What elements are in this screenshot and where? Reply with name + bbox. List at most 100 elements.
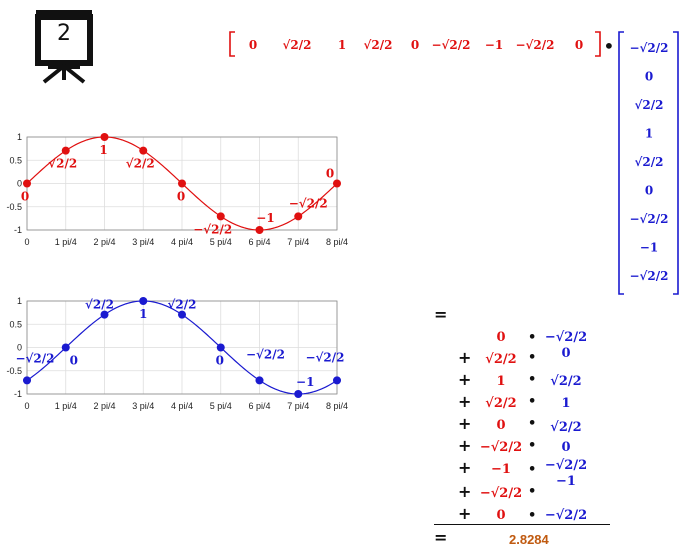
dot-operator: • [528, 416, 537, 431]
data-point [333, 179, 341, 188]
column-vector-entry: 1 [645, 127, 653, 141]
data-point [100, 310, 109, 319]
dot-operator: • [528, 372, 537, 387]
plus-sign: + [458, 458, 472, 477]
data-point-label: √2/2 [85, 298, 114, 312]
x-tick-label: 7 pi/4 [287, 401, 309, 411]
plus-sign: + [458, 504, 472, 523]
row-vector-entry: √2/2 [364, 38, 393, 52]
x-tick-label: 7 pi/4 [287, 237, 309, 247]
data-point-label: −√2/2 [305, 350, 344, 364]
product-term-a: √2/2 [485, 396, 517, 411]
plus-sign: + [458, 482, 472, 501]
data-point [294, 212, 303, 221]
column-vector-entry: −√2/2 [629, 212, 668, 226]
product-term-b: √2/2 [550, 420, 582, 435]
dot-product-result: 2.8284 [509, 532, 549, 547]
data-point-label: −√2/2 [193, 222, 232, 236]
data-point [216, 343, 225, 352]
product-term-a: −√2/2 [479, 486, 523, 501]
slide-number: 2 [57, 21, 71, 46]
x-tick-label: 1 pi/4 [55, 237, 77, 247]
presentation-board-icon: 2 [28, 8, 100, 84]
product-term-b: −√2/2 [544, 458, 588, 473]
y-tick-label: -0.5 [6, 366, 22, 376]
y-tick-label: 1 [17, 132, 22, 142]
data-point [139, 297, 148, 305]
product-term-b: 0 [561, 346, 571, 361]
plus-sign: + [458, 348, 472, 367]
plus-sign: + [458, 414, 472, 433]
data-point-label: 1 [99, 143, 107, 157]
product-term-b: 0 [561, 440, 571, 455]
product-term-a: 0 [496, 330, 506, 345]
x-tick-label: 8 pi/4 [326, 237, 348, 247]
product-term-b: √2/2 [550, 374, 582, 389]
data-point [61, 343, 70, 352]
data-point [23, 376, 31, 385]
product-term-a: 0 [496, 418, 506, 433]
product-term-a: −1 [491, 462, 511, 477]
plus-sign: + [458, 370, 472, 389]
data-point [333, 376, 341, 385]
x-tick-label: 3 pi/4 [132, 401, 154, 411]
data-point-label: −√2/2 [15, 351, 54, 365]
y-tick-label: -1 [14, 225, 22, 235]
y-tick-label: 0 [17, 179, 22, 189]
dot-operator: • [528, 484, 537, 499]
column-vector-entry: √2/2 [635, 98, 664, 112]
x-tick-label: 1 pi/4 [55, 401, 77, 411]
x-tick-label: 0 [24, 237, 29, 247]
data-point-label: 0 [70, 354, 78, 368]
data-point [61, 146, 70, 155]
x-tick-label: 5 pi/4 [210, 237, 232, 247]
row-vector-entry: 1 [338, 38, 346, 52]
y-tick-label: 0.5 [9, 319, 22, 329]
y-tick-label: -1 [14, 389, 22, 399]
data-point-label: −√2/2 [246, 347, 285, 361]
dot-operator: • [528, 462, 537, 477]
row-vector-entry: −1 [485, 38, 503, 52]
column-vector-entry: −√2/2 [629, 41, 668, 55]
product-term-a: 0 [496, 508, 506, 523]
x-tick-label: 5 pi/4 [210, 401, 232, 411]
data-point [23, 179, 31, 188]
dot-operator: • [603, 34, 615, 58]
column-vector-entry: 0 [645, 70, 653, 84]
row-vector-entry: −√2/2 [515, 38, 554, 52]
red-wave-chart: 0 1 pi/4 2 pi/4 3 pi/4 4 pi/4 5 pi/4 6 pi/4 7 p… [6, 132, 348, 247]
row-vector-entry: 0 [249, 38, 257, 52]
data-point-label: √2/2 [48, 157, 77, 171]
y-tick-label: 0 [17, 343, 22, 353]
dot-operator: • [528, 330, 537, 345]
row-vector-entry: 0 [411, 38, 419, 52]
x-tick-label: 4 pi/4 [171, 237, 193, 247]
data-point [100, 133, 109, 141]
data-point [216, 212, 225, 221]
sum-rule [434, 524, 610, 525]
data-point-label: 0 [326, 167, 334, 181]
x-tick-label: 0 [24, 401, 29, 411]
data-point-label: √2/2 [126, 157, 155, 171]
product-term-b: −√2/2 [544, 330, 588, 345]
x-tick-label: 2 pi/4 [93, 401, 115, 411]
dot-operator: • [528, 394, 537, 409]
y-tick-label: 1 [17, 296, 22, 306]
data-point-label: −1 [256, 211, 274, 225]
equals-sign-bottom: = [434, 528, 448, 547]
blue-wave-chart: 0 1 pi/4 2 pi/4 3 pi/4 4 pi/4 5 pi/4 6 pi/4 7 p… [6, 296, 348, 411]
product-term-a: −√2/2 [479, 440, 523, 455]
x-tick-label: 3 pi/4 [132, 237, 154, 247]
x-tick-label: 4 pi/4 [171, 401, 193, 411]
data-point-label: 0 [177, 190, 185, 204]
data-point-label: 1 [139, 307, 147, 321]
plot-frame [26, 300, 338, 395]
y-tick-label: 0.5 [9, 155, 22, 165]
product-term-a: 1 [496, 374, 506, 389]
equals-sign-top: = [434, 305, 448, 324]
dot-operator: • [528, 508, 537, 523]
x-tick-label: 6 pi/4 [248, 401, 270, 411]
column-vector-entry: 0 [645, 184, 653, 198]
data-point-label: √2/2 [168, 298, 197, 312]
column-vector-entry: −1 [640, 241, 658, 255]
